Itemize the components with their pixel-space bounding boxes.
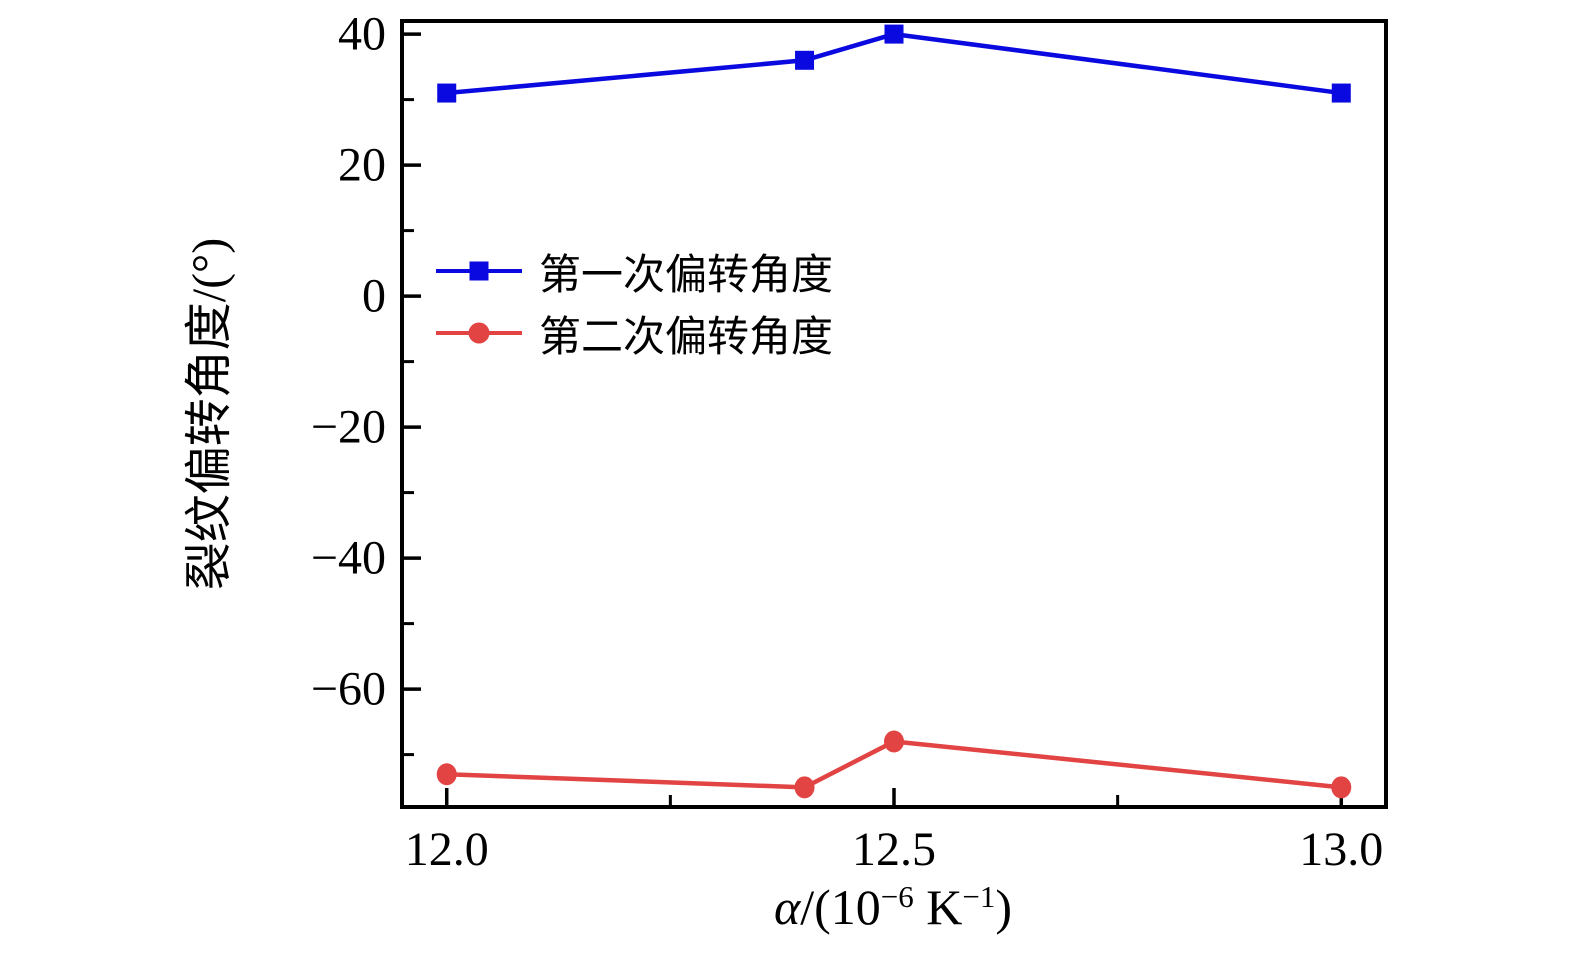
- x-axis-title-open: /(10: [800, 879, 881, 935]
- data-point-series-0: [795, 50, 815, 70]
- x-axis-title-alpha: α: [773, 879, 801, 935]
- data-point-series-0: [437, 83, 457, 103]
- x-axis-title-unit: K: [913, 879, 963, 935]
- y-tick-label: −20: [311, 401, 386, 454]
- legend-sample-first: [436, 258, 522, 284]
- legend-label-first-deflection: 第一次偏转角度: [539, 252, 834, 299]
- data-point-series-1: [794, 776, 815, 799]
- x-tick-label: 13.0: [1299, 823, 1383, 876]
- circle-marker-icon: [468, 322, 490, 344]
- data-point-series-0: [1331, 83, 1351, 103]
- series-line-0: [444, 31, 1344, 96]
- legend-sample-second: [436, 320, 522, 346]
- x-axis-title-exponent: −6: [880, 878, 914, 914]
- legend-item-second-deflection: 第二次偏转角度: [436, 302, 833, 364]
- y-tick-label: −60: [311, 663, 386, 716]
- y-tick-label: 40: [338, 8, 386, 61]
- x-axis-title-exponent-2: −1: [962, 878, 996, 914]
- y-tick-label: −40: [311, 532, 386, 585]
- legend-item-first-deflection: 第一次偏转角度: [436, 240, 833, 302]
- y-axis-title: 裂纹偏转角度/(°): [183, 237, 236, 591]
- series-line-1: [444, 739, 1344, 790]
- data-point-series-1: [884, 730, 904, 753]
- legend-label-second-deflection: 第二次偏转角度: [539, 314, 834, 361]
- x-tick-label: 12.5: [852, 823, 936, 876]
- x-tick-label: 12.0: [405, 823, 489, 876]
- data-point-series-1: [436, 763, 457, 786]
- data-point-series-1: [1331, 776, 1352, 799]
- legend: 第一次偏转角度 第二次偏转角度: [436, 240, 833, 364]
- data-point-series-0: [884, 24, 904, 44]
- x-axis-title-close: ): [995, 879, 1013, 935]
- y-tick-label: 0: [362, 270, 386, 323]
- x-axis-title: α/(10−6 K−1): [593, 878, 1193, 936]
- square-marker-icon: [469, 261, 489, 281]
- y-tick-label: 20: [338, 139, 386, 192]
- plot-frame: [400, 19, 1388, 809]
